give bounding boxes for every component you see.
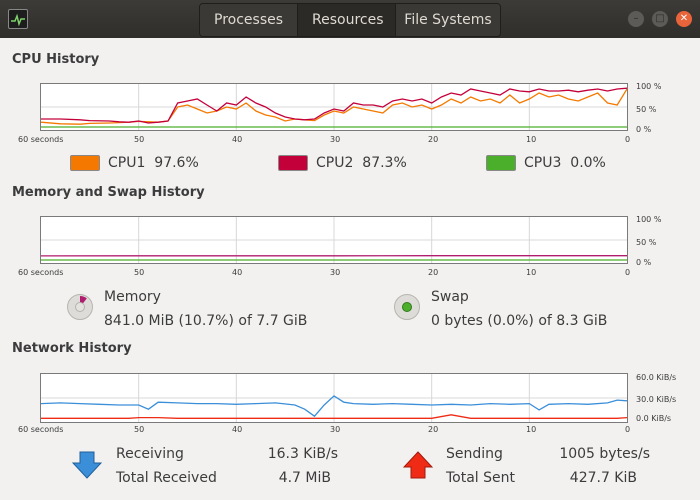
memory-y-tick-50: 50 %: [636, 238, 657, 247]
cpu3-legend: CPU3 0.0%: [524, 155, 606, 171]
memory-history-title: Memory and Swap History: [12, 185, 205, 200]
close-button[interactable]: ✕: [676, 11, 692, 27]
cpu2-value: 87.3%: [362, 155, 407, 171]
tab-file-systems[interactable]: File Systems: [396, 4, 500, 36]
total-received-value: 4.7 MiB: [278, 470, 331, 486]
swap-value: 0 bytes (0.0%) of 8.3 GiB: [431, 313, 608, 329]
download-arrow-icon: [71, 451, 103, 479]
tab-processes[interactable]: Processes: [200, 4, 298, 36]
tab-resources[interactable]: Resources: [298, 4, 396, 36]
cpu-history-graph: [40, 83, 628, 131]
network-history-title: Network History: [12, 341, 132, 356]
memory-label: Memory: [104, 289, 161, 305]
upload-arrow-icon: [402, 451, 434, 479]
cpu2-color-button[interactable]: [278, 155, 308, 171]
receiving-label: Receiving: [116, 446, 184, 462]
network-x-tick-30: 30: [330, 425, 341, 434]
memory-value: 841.0 MiB (10.7%) of 7.7 GiB: [104, 313, 308, 329]
close-icon: ✕: [679, 13, 689, 24]
view-switcher: Processes Resources File Systems: [199, 3, 501, 37]
cpu-x-tick-50: 50: [134, 135, 145, 144]
sending-value: 1005 bytes/s: [559, 446, 650, 462]
cpu-x-tick-20: 20: [428, 135, 439, 144]
network-x-tick-50: 50: [134, 425, 145, 434]
cpu-x-tick-30: 30: [330, 135, 341, 144]
memory-x-tick-60: 60 seconds: [18, 268, 64, 277]
network-x-tick-60: 60 seconds: [18, 425, 64, 434]
network-x-tick-20: 20: [428, 425, 439, 434]
sending-label: Sending: [446, 446, 503, 462]
cpu-x-tick-10: 10: [526, 135, 537, 144]
network-y-tick-0: 0.0 KiB/s: [636, 414, 672, 423]
memory-x-tick-20: 20: [428, 268, 439, 277]
cpu-y-tick-50: 50 %: [636, 105, 657, 114]
cpu-history-title: CPU History: [12, 52, 100, 67]
memory-x-tick-10: 10: [526, 268, 537, 277]
sending-color-button[interactable]: [402, 451, 434, 483]
cpu-y-tick-100: 100 %: [636, 82, 662, 91]
cpu-x-tick-40: 40: [232, 135, 243, 144]
series-line-sending: [41, 414, 627, 419]
receiving-color-button[interactable]: [71, 451, 103, 483]
swap-label: Swap: [431, 289, 469, 305]
network-y-tick-30: 30.0 KiB/s: [636, 395, 677, 404]
swap-pie-icon: [402, 302, 412, 312]
memory-x-tick-30: 30: [330, 268, 341, 277]
maximize-button[interactable]: □: [652, 11, 668, 27]
pie-center: [402, 302, 412, 312]
pie-center: [75, 302, 85, 312]
minimize-button[interactable]: –: [628, 11, 644, 27]
cpu1-color-button[interactable]: [70, 155, 100, 171]
memory-x-tick-50: 50: [134, 268, 145, 277]
memory-y-tick-100: 100 %: [636, 215, 662, 224]
network-x-tick-10: 10: [526, 425, 537, 434]
cpu3-value: 0.0%: [570, 155, 606, 171]
cpu2-legend: CPU2 87.3%: [316, 155, 407, 171]
series-line-cpu2: [41, 87, 627, 124]
memory-color-button[interactable]: [67, 294, 93, 320]
swap-color-button[interactable]: [394, 294, 420, 320]
memory-y-tick-0: 0 %: [636, 258, 652, 267]
cpu1-legend: CPU1 97.6%: [108, 155, 199, 171]
cpu3-label: CPU3: [524, 155, 562, 171]
maximize-icon: □: [655, 13, 665, 24]
cpu-history-plot: [41, 84, 627, 130]
cpu-x-tick-0: 0: [625, 135, 631, 144]
cpu-x-tick-60: 60 seconds: [18, 135, 64, 144]
total-sent-value: 427.7 KiB: [569, 470, 637, 486]
network-y-tick-60: 60.0 KiB/s: [636, 373, 677, 382]
memory-pie-icon: [75, 296, 87, 312]
minimize-icon: –: [633, 13, 639, 24]
memory-history-plot: [41, 217, 627, 263]
memory-history-graph: [40, 216, 628, 264]
total-received-label: Total Received: [116, 470, 217, 486]
header-bar: Processes Resources File Systems – □ ✕: [0, 0, 700, 38]
network-x-tick-40: 40: [232, 425, 243, 434]
total-sent-label: Total Sent: [446, 470, 516, 486]
cpu2-label: CPU2: [316, 155, 354, 171]
memory-x-tick-40: 40: [232, 268, 243, 277]
cpu1-value: 97.6%: [154, 155, 199, 171]
cpu1-label: CPU1: [108, 155, 146, 171]
cpu3-color-button[interactable]: [486, 155, 516, 171]
receiving-value: 16.3 KiB/s: [267, 446, 338, 462]
series-line-receiving: [41, 395, 627, 418]
network-history-plot: [41, 374, 627, 422]
memory-x-tick-0: 0: [625, 268, 631, 277]
network-x-tick-0: 0: [625, 425, 631, 434]
cpu-y-tick-0: 0 %: [636, 125, 652, 134]
network-history-graph: [40, 373, 628, 423]
system-monitor-app-icon: [8, 9, 28, 29]
